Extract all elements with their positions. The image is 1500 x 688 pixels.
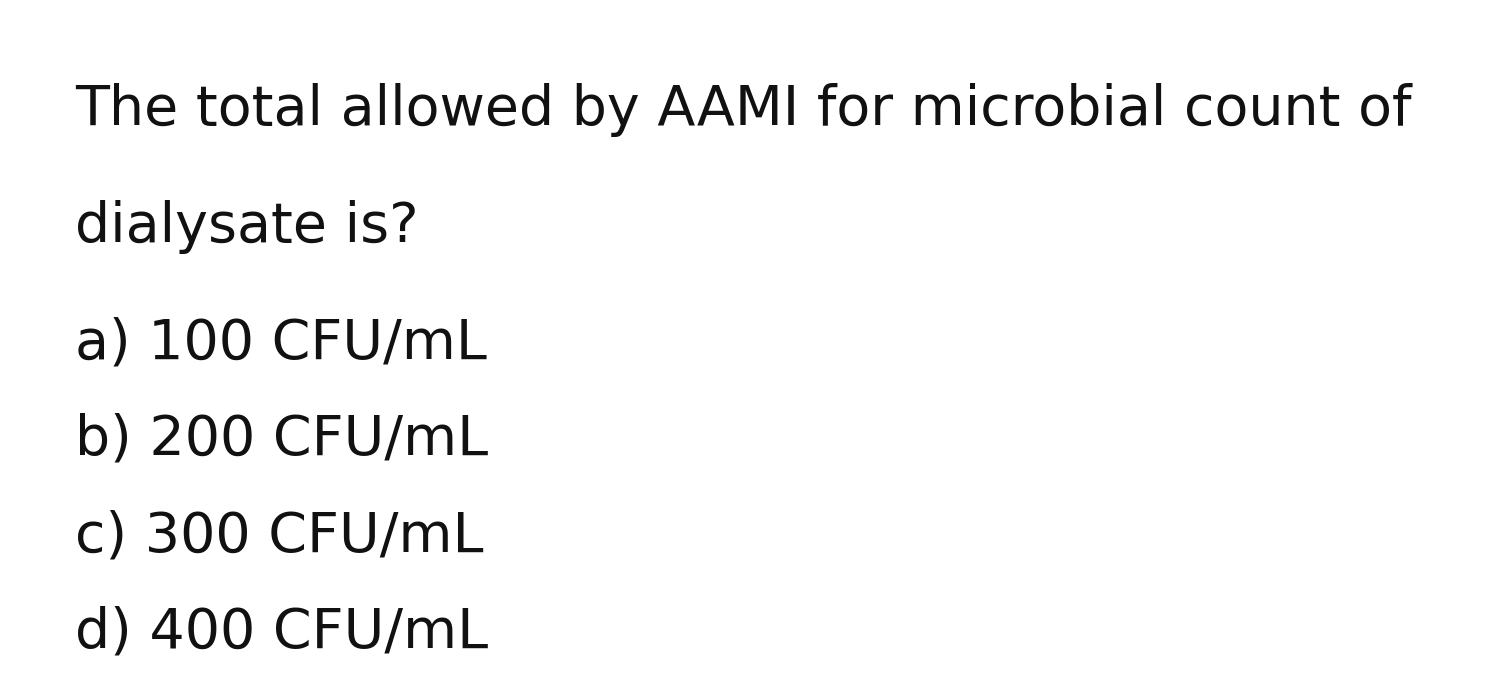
Text: dialysate is?: dialysate is?	[75, 200, 419, 253]
Text: a) 100 CFU/mL: a) 100 CFU/mL	[75, 316, 488, 370]
Text: The total allowed by AAMI for microbial count of: The total allowed by AAMI for microbial …	[75, 83, 1411, 136]
Text: b) 200 CFU/mL: b) 200 CFU/mL	[75, 413, 488, 466]
Text: d) 400 CFU/mL: d) 400 CFU/mL	[75, 605, 488, 659]
Text: c) 300 CFU/mL: c) 300 CFU/mL	[75, 509, 483, 563]
